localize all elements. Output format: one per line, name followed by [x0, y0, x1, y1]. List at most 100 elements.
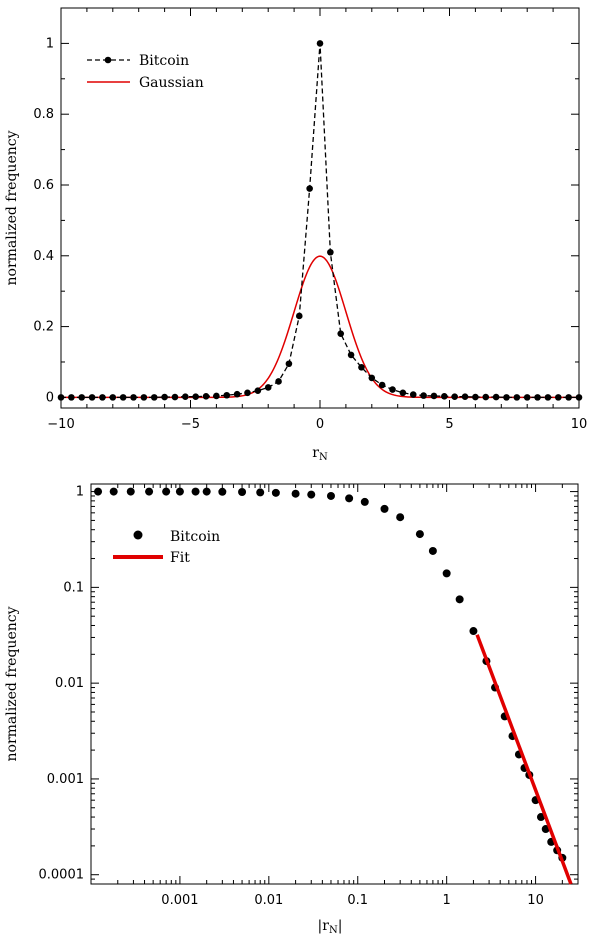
x-tick-label: 10: [571, 417, 588, 432]
y-tick-label: 0.6: [33, 178, 54, 193]
bitcoin-point: [109, 394, 117, 401]
bitcoin-point: [326, 491, 335, 500]
y-tick-label: 0.1: [63, 580, 84, 595]
x-axis-label: rN: [312, 445, 328, 463]
bitcoin-point: [130, 394, 137, 401]
bitcoin-point: [534, 394, 541, 401]
bitcoin-point: [78, 394, 86, 401]
bitcoin-point: [461, 393, 469, 400]
bitcoin-point: [503, 394, 510, 401]
legend-label-bitcoin: Bitcoin: [139, 53, 189, 69]
bitcoin-point: [469, 627, 478, 636]
bitcoin-point: [254, 387, 262, 394]
bitcoin-point: [162, 487, 171, 496]
bitcoin-point: [202, 487, 211, 496]
bitcoin-point: [271, 488, 280, 497]
bitcoin-point: [492, 393, 500, 401]
x-tick-label: −5: [181, 417, 200, 432]
legend-label-bitcoin: Bitcoin: [170, 529, 220, 545]
y-axis-label-loglog: normalized frequency: [4, 606, 20, 761]
y-tick-label: 0.2: [33, 320, 54, 335]
bitcoin-point: [409, 391, 417, 398]
bitcoin-point: [482, 393, 490, 401]
bitcoin-point: [442, 569, 451, 578]
bitcoin-point: [523, 394, 531, 401]
fit-line: [475, 634, 573, 885]
x-tick-label: 0.01: [254, 893, 283, 908]
bitcoin-point: [358, 363, 365, 371]
bitcoin-point: [256, 488, 265, 497]
bitcoin-point: [295, 312, 303, 320]
bitcoin-point: [455, 595, 464, 604]
bitcoin-point: [99, 394, 106, 401]
bitcoin-points-loglog: [94, 487, 567, 862]
x-tick-labels-loglog: 0.001 0.01 0.1 1 10: [161, 893, 544, 908]
legend-label-gaussian: Gaussian: [139, 75, 204, 91]
bitcoin-point: [399, 389, 407, 397]
bitcoin-point: [126, 487, 135, 496]
bitcoin-point: [150, 394, 158, 401]
bitcoin-point: [337, 330, 345, 337]
bitcoin-point: [161, 393, 168, 401]
legend: Bitcoin Gaussian: [87, 53, 204, 91]
y-tick-label: 0.0001: [39, 868, 85, 883]
bitcoin-line: [61, 43, 579, 399]
y-tick-label: 1: [76, 485, 84, 500]
bitcoin-point: [345, 494, 354, 503]
bitcoin-point: [428, 546, 437, 555]
x-tick-label: 0.1: [347, 893, 368, 908]
x-tick-label: 1: [443, 893, 451, 908]
bitcoin-point: [327, 248, 334, 256]
tick-marks: [60, 8, 580, 408]
legend-marker-bitcoin: [104, 56, 112, 64]
bitcoin-point: [472, 393, 479, 401]
x-axis-label-loglog: |rN|: [318, 918, 343, 936]
y-tick-labels-loglog: 0.0001 0.001 0.01 0.1 1: [39, 485, 85, 883]
bitcoin-point: [430, 392, 438, 400]
x-tick-labels: −10 −5 0 5 10: [47, 417, 587, 432]
bitcoin-point: [109, 487, 118, 496]
y-tick-labels: 0 0.2 0.4 0.6 0.8 1: [33, 36, 54, 405]
x-axis-label-subscript: N: [319, 452, 328, 463]
bitcoin-point: [360, 497, 369, 506]
bitcoin-point: [94, 487, 103, 496]
loglog-distribution-chart: 0.001 0.01 0.1 1 10 0.0001 0.001 0.01 0.1 1 Bitc…: [4, 483, 579, 936]
bitcoin-point: [119, 394, 127, 401]
bitcoin-point: [285, 360, 293, 368]
bitcoin-point: [182, 393, 189, 400]
x-axis-label-main: r: [312, 445, 319, 461]
bitcoin-point: [223, 391, 231, 399]
bitcoin-point: [513, 394, 521, 401]
x-axis-label-main-loglog: |r: [318, 918, 330, 934]
x-tick-label: 0.001: [161, 893, 198, 908]
bitcoin-point: [191, 487, 200, 496]
legend-loglog: Bitcoin Fit: [113, 529, 220, 566]
bitcoin-point: [306, 185, 313, 192]
bitcoin-point: [275, 378, 282, 385]
bitcoin-point: [202, 393, 210, 400]
bitcoin-point: [264, 384, 272, 391]
bitcoin-point: [536, 813, 545, 822]
bitcoin-point: [554, 394, 562, 401]
bitcoin-point: [171, 393, 179, 401]
bitcoin-point: [218, 487, 227, 496]
bitcoin-point: [291, 489, 300, 498]
y-tick-label: 1: [46, 36, 54, 51]
linear-distribution-chart: −10 −5 0 5 10 0 0.2 0.4 0.6 0.8 1 Bitcoin Gaussian…: [4, 7, 587, 463]
bitcoin-series: [57, 40, 583, 401]
bitcoin-point: [88, 394, 96, 401]
bitcoin-point: [396, 513, 405, 522]
bitcoin-point: [145, 487, 154, 496]
x-axis-label-tail-loglog: |: [338, 918, 343, 934]
bitcoin-point: [175, 487, 184, 496]
plot-frame-loglog: [90, 483, 579, 885]
x-tick-label: 10: [527, 893, 544, 908]
y-tick-label: 0: [46, 390, 54, 405]
x-tick-label: 5: [445, 417, 453, 432]
bitcoin-point: [441, 393, 448, 400]
bitcoin-point: [451, 393, 458, 400]
y-axis-label: normalized frequency: [4, 130, 20, 285]
y-tick-label: 0.01: [55, 676, 84, 691]
x-axis-label-subscript-loglog: N: [329, 925, 338, 936]
bitcoin-point: [415, 530, 424, 539]
